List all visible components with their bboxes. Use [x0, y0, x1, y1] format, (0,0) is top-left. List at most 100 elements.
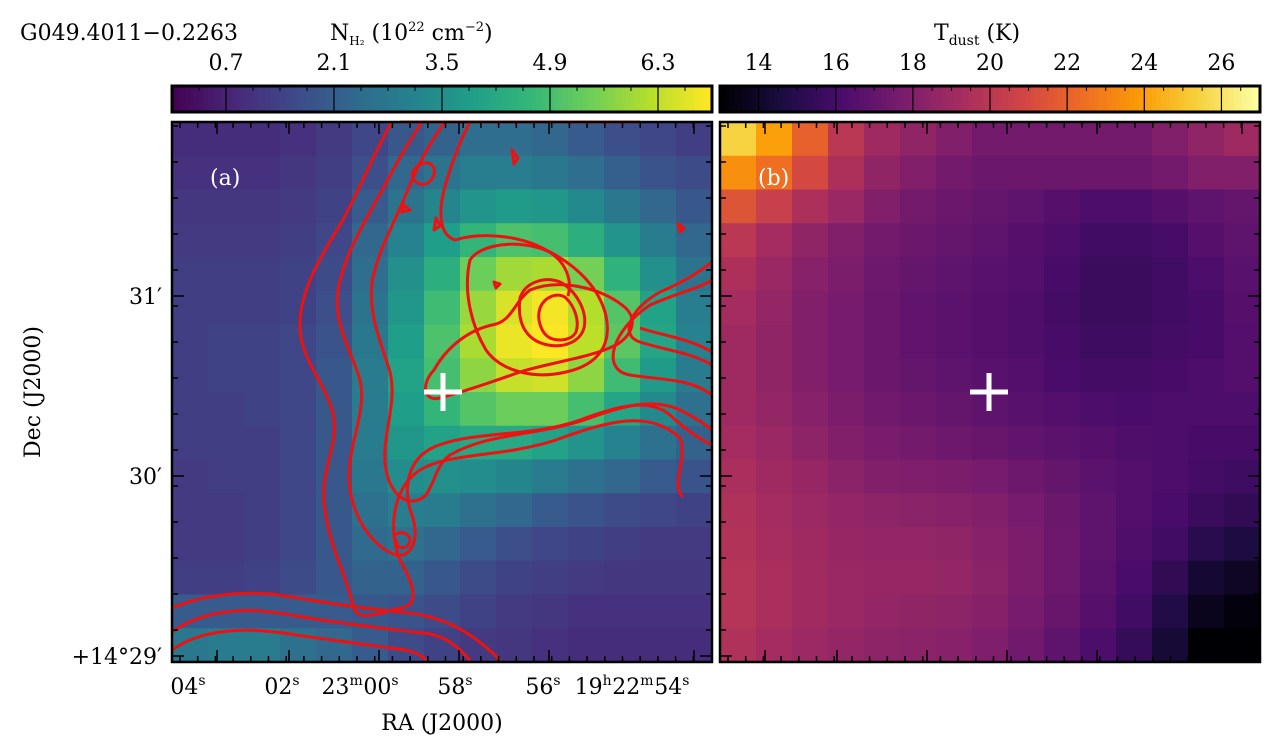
colorbar-b-ticks: 14 16 18 20 22 24 26	[719, 51, 1261, 112]
colorbar-segment-a	[266, 86, 272, 112]
heatmap-cell-b	[720, 189, 757, 224]
heatmap-cell-a	[172, 493, 209, 528]
colorbar-segment-b	[886, 86, 892, 112]
heatmap-cell-b	[972, 594, 1009, 629]
colorbar-segment-a	[653, 86, 659, 112]
heatmap-cell-b	[1116, 560, 1153, 596]
heatmap-cell-a	[388, 324, 425, 359]
heatmap-cell-a	[424, 560, 461, 596]
heatmap-cell-b	[792, 324, 829, 359]
colorbar-segment-a	[505, 86, 511, 112]
colorbar-segment-a	[518, 86, 524, 112]
heatmap-cell-a	[496, 324, 533, 359]
heatmap-cell-b	[1044, 628, 1081, 663]
heatmap-cell-b	[900, 459, 937, 494]
colorbar-segment-b	[913, 86, 919, 112]
heatmap-cell-a	[208, 527, 245, 562]
colorbar-segment-a	[397, 86, 403, 112]
colorbar-segment-b	[1075, 86, 1081, 112]
heatmap-cell-b	[1188, 594, 1225, 629]
heatmap-cell-b	[756, 527, 793, 562]
heatmap-cell-b	[1116, 527, 1153, 562]
colorbar-segment-b	[976, 86, 982, 112]
colorbar-segment-b	[994, 86, 1000, 112]
y-tick-label: +14°29′	[72, 645, 162, 670]
heatmap-cell-a	[532, 189, 569, 224]
panel-a-frame	[170, 120, 714, 664]
heatmap-cell-b	[1008, 493, 1045, 528]
heatmap-cell-b	[1044, 527, 1081, 562]
colorbar-segment-a	[199, 86, 205, 112]
colorbar-segment-b	[873, 86, 879, 112]
heatmap-cell-a	[316, 290, 353, 326]
panel-b-label: (b)	[758, 166, 789, 191]
heatmap-cell-b	[1080, 223, 1117, 258]
colorbar-segment-b	[769, 86, 775, 112]
heatmap-cell-b	[828, 223, 865, 258]
colorbar-segment-a	[640, 86, 646, 112]
heatmap-cell-b	[720, 628, 757, 663]
heatmap-cell-a	[676, 155, 713, 191]
heatmap-cell-b	[1188, 425, 1225, 461]
colorbar-segment-a	[307, 86, 313, 112]
colorbar-segment-a	[523, 86, 529, 112]
heatmap-cell-a	[388, 290, 425, 326]
heatmap-cell-b	[1008, 459, 1045, 494]
heatmap-cell-b	[1080, 594, 1117, 629]
colorbar-segment-b	[805, 86, 811, 112]
colorbar-segment-a	[262, 86, 268, 112]
heatmap-cell-a	[244, 392, 281, 427]
heatmap-cell-b	[936, 189, 973, 224]
heatmap-cell-b	[1008, 189, 1045, 224]
heatmap-cell-a	[280, 425, 317, 461]
contour-blob-5	[676, 222, 686, 234]
heatmap-cell-b	[756, 324, 793, 359]
heatmap-cell-a	[460, 560, 497, 596]
heatmap-cell-b	[1080, 155, 1117, 191]
colorbar-segment-b	[841, 86, 847, 112]
heatmap-cell-a	[496, 459, 533, 494]
heatmap-cell-b	[900, 560, 937, 596]
colorbar-segment-a	[473, 86, 479, 112]
heatmap-cell-b	[972, 425, 1009, 461]
heatmap-cell-a	[496, 392, 533, 427]
x-tick-label: 19h 22m 54s	[575, 673, 690, 700]
colorbar-segment-b	[1053, 86, 1059, 112]
heatmap-cell-b	[864, 392, 901, 427]
colorbar-segment-b	[936, 86, 942, 112]
heatmap-cell-a	[172, 527, 209, 562]
heatmap-cell-a	[244, 493, 281, 528]
colorbar-tick-label-a: 0.7	[209, 51, 244, 76]
colorbar-segment-a	[401, 86, 407, 112]
heatmap-cell-a	[388, 358, 425, 393]
heatmap-cell-b	[1224, 527, 1261, 562]
colorbar-segment-b	[1071, 86, 1077, 112]
colorbar-segment-b	[760, 86, 766, 112]
colorbar-segment-b	[1039, 86, 1045, 112]
colorbar-segment-a	[577, 86, 583, 112]
heatmap-cell-a	[244, 223, 281, 258]
heatmap-cell-a	[208, 425, 245, 461]
x-tick-label: 23m 00s	[321, 673, 398, 700]
panel-b-frame	[718, 120, 1262, 664]
heatmap-cell-b	[936, 493, 973, 528]
colorbar-tick-label-a: 6.3	[641, 51, 676, 76]
colorbar-segment-b	[945, 86, 951, 112]
heatmap-cell-a	[244, 155, 281, 191]
heatmap-cell-a	[208, 324, 245, 359]
heatmap-cell-a	[532, 493, 569, 528]
heatmap-cell-b	[864, 527, 901, 562]
colorbar-segment-a	[595, 86, 601, 112]
heatmap-cell-b	[936, 392, 973, 427]
colorbar-tick-label-a: 2.1	[317, 51, 352, 76]
heatmap-cell-b	[972, 189, 1009, 224]
heatmap-cell-b	[1008, 628, 1045, 663]
colorbar-segment-b	[814, 86, 820, 112]
colorbar-segment-a	[433, 86, 439, 112]
colorbar-segment-a	[271, 86, 277, 112]
colorbar-segment-a	[446, 86, 452, 112]
colorbar-segment-b	[864, 86, 870, 112]
contour-blob-7	[392, 531, 412, 550]
contour-blob-4	[510, 148, 520, 166]
